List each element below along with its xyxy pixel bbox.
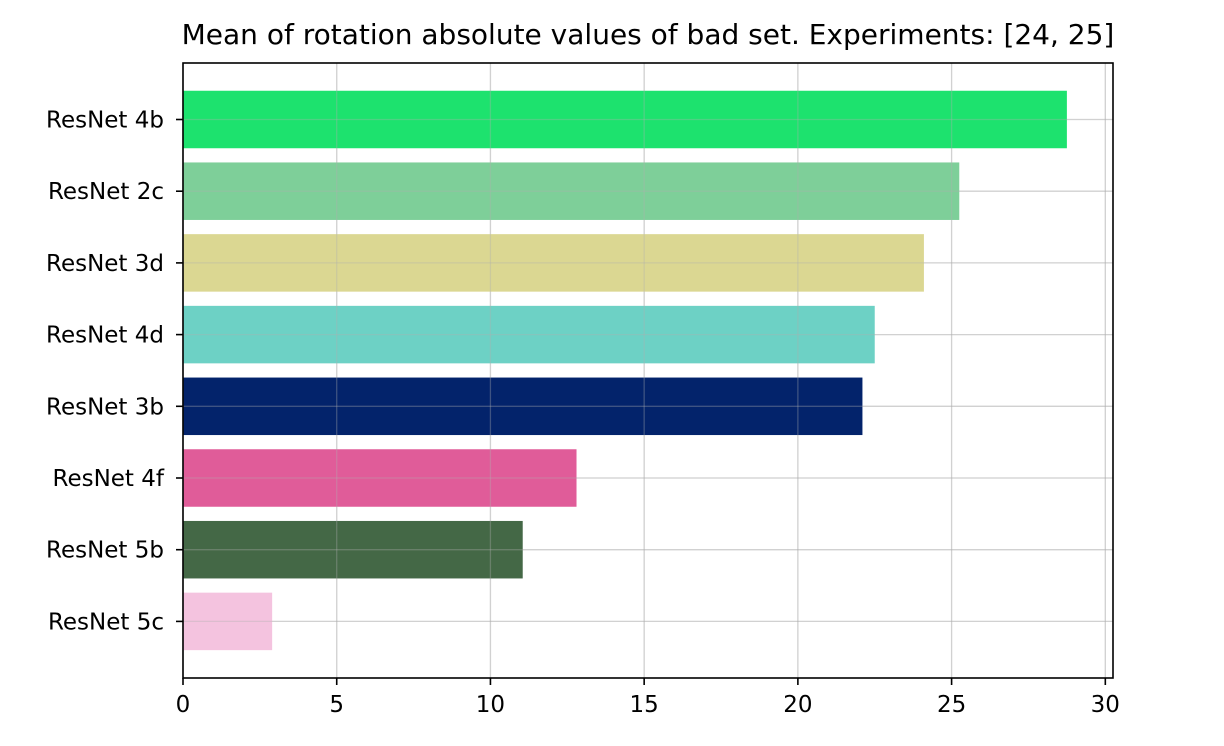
bar-resnet-4d	[183, 305, 875, 364]
y-tick-label: ResNet 3b	[46, 394, 164, 420]
y-tick-label: ResNet 3d	[46, 251, 164, 277]
bar-resnet-4b	[183, 90, 1067, 149]
bar-resnet-4f	[183, 449, 577, 507]
chart-title: Mean of rotation absolute values of bad …	[182, 18, 1115, 51]
y-tick-label: ResNet 4f	[53, 466, 165, 492]
bar-resnet-5c	[183, 592, 273, 651]
y-axis-ticks: ResNet 4b ResNet 2c ResNet 3d ResNet 4d ResN…	[46, 108, 183, 635]
bar-resnet-2c	[183, 162, 960, 220]
bar-resnet-5b	[183, 520, 523, 579]
y-tick-label: ResNet 5b	[46, 538, 164, 564]
bars	[183, 90, 1067, 651]
x-tick-label: 10	[476, 692, 505, 718]
grid-lines-overlay	[182, 63, 1113, 678]
bar-resnet-3b	[183, 377, 863, 436]
x-tick-label: 30	[1091, 692, 1120, 718]
x-tick-label: 5	[329, 692, 344, 718]
y-tick-label: ResNet 4b	[46, 108, 164, 134]
y-tick-label: ResNet 5c	[48, 609, 164, 635]
x-tick-label: 25	[937, 692, 966, 718]
x-axis-ticks: 0 5 10 15 20 25 30	[176, 678, 1120, 718]
x-tick-label: 0	[176, 692, 191, 718]
plot-frame	[182, 62, 1114, 679]
x-tick-label: 15	[630, 692, 659, 718]
grid-lines	[182, 63, 1113, 678]
y-tick-label: ResNet 2c	[48, 179, 164, 205]
x-tick-label: 20	[783, 692, 812, 718]
y-tick-label: ResNet 4d	[46, 323, 164, 349]
bar-resnet-3d	[183, 234, 924, 292]
